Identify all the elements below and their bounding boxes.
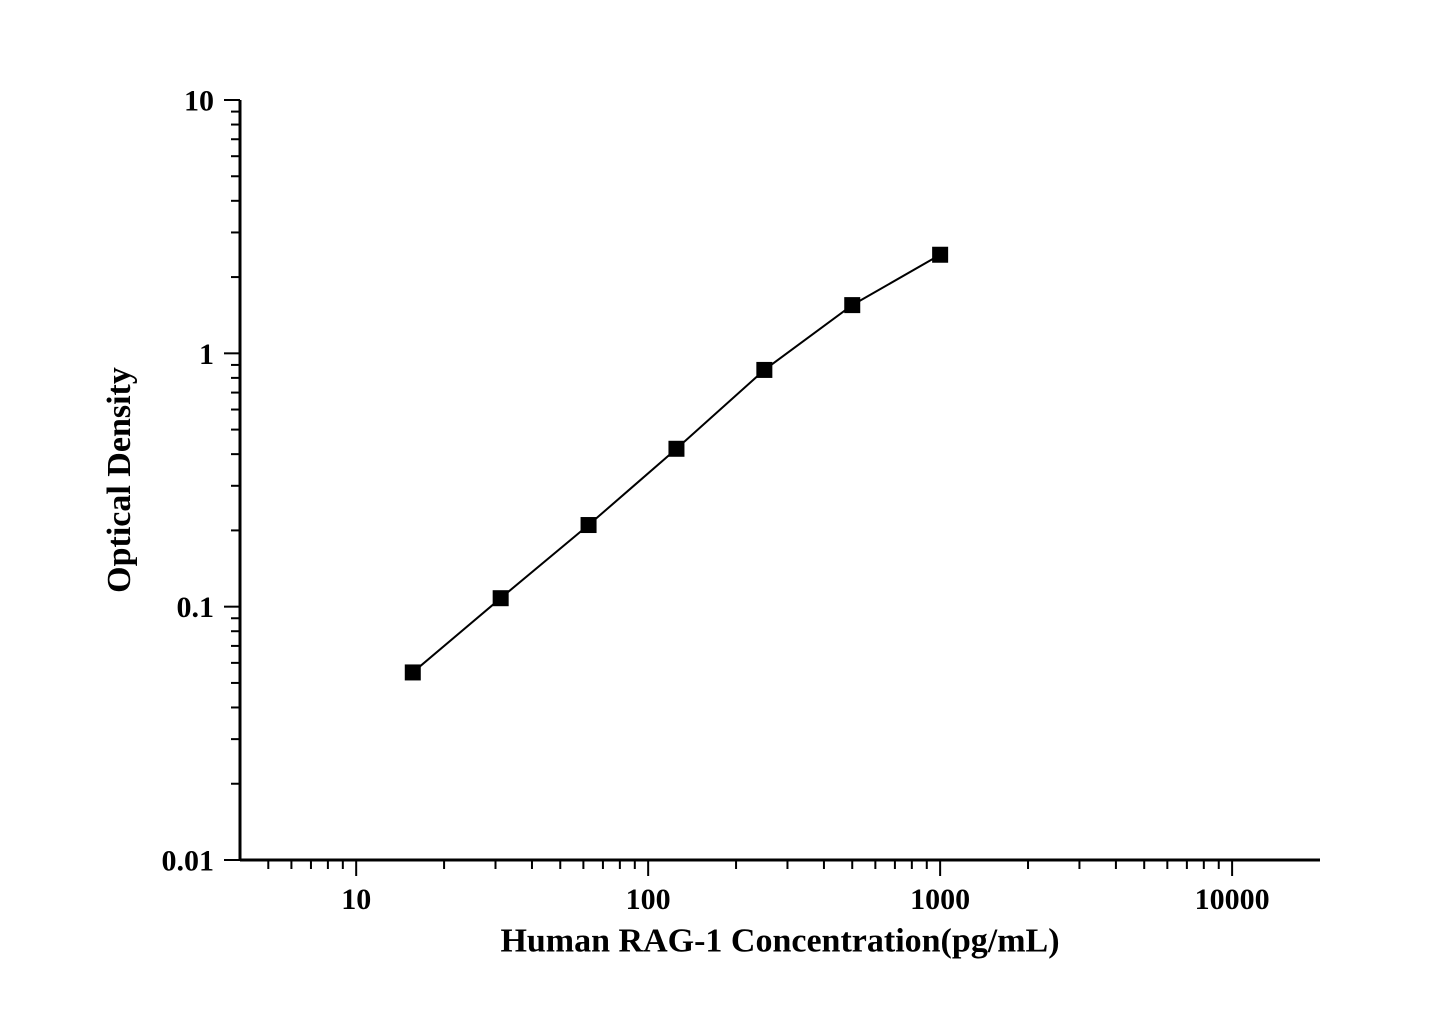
x-axis-label: Human RAG-1 Concentration(pg/mL)	[500, 923, 1059, 960]
y-tick-label: 10	[184, 85, 214, 118]
y-tick-label: 0.1	[177, 591, 215, 624]
y-axis-label: Optical Density	[101, 367, 138, 593]
data-marker	[932, 247, 948, 263]
y-tick-label: 1	[199, 338, 214, 371]
y-tick-label: 0.01	[162, 845, 215, 878]
data-marker	[493, 590, 509, 606]
data-marker	[581, 517, 597, 533]
x-tick-label: 100	[626, 883, 671, 916]
x-tick-label: 10000	[1195, 883, 1270, 916]
chart-svg: 10 100 1000 10000 0.01 0.1 1 10 Human RAG-1 Conc…	[0, 0, 1445, 1009]
x-tick-label: 1000	[910, 883, 970, 916]
chart-container: 10 100 1000 10000 0.01 0.1 1 10 Human RAG-1 Conc…	[0, 0, 1445, 1009]
data-marker	[844, 297, 860, 313]
x-tick-label: 10	[341, 883, 371, 916]
data-marker	[668, 441, 684, 457]
data-marker	[756, 362, 772, 378]
data-marker	[405, 664, 421, 680]
chart-background	[0, 0, 1445, 1009]
